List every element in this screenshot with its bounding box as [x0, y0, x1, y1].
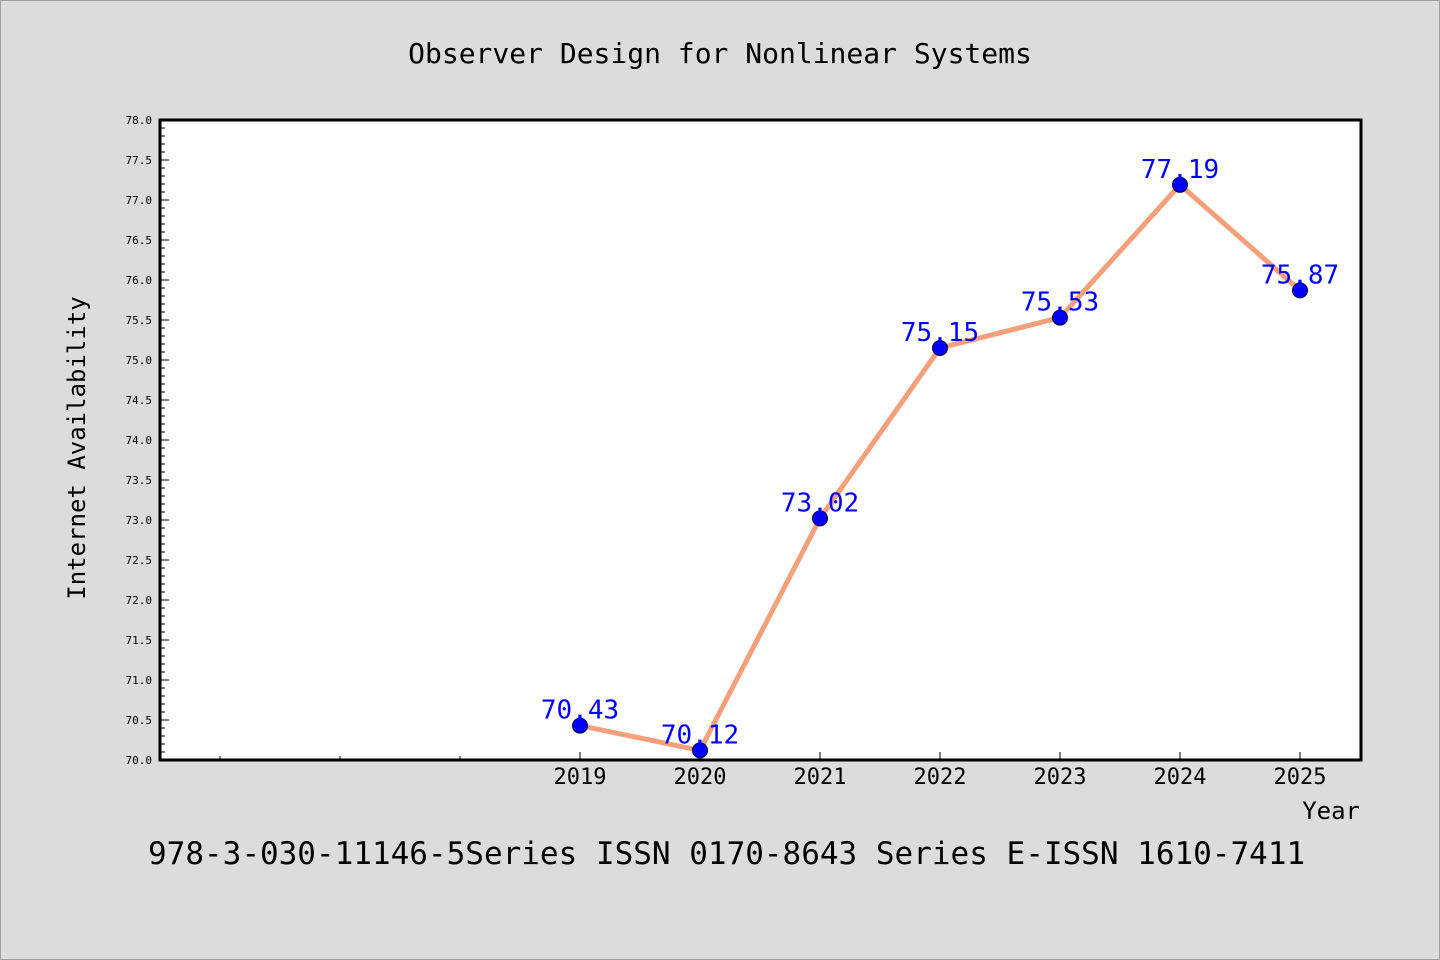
data-point — [1052, 309, 1068, 326]
plot-area — [158, 118, 1363, 762]
data-point — [812, 510, 828, 527]
x-tick-label: 2019 — [554, 765, 607, 790]
y-tick-label: 73.0 — [126, 514, 153, 527]
y-tick-label: 73.5 — [126, 474, 153, 487]
x-tick-label: 2021 — [794, 765, 847, 790]
data-point — [1292, 282, 1308, 299]
y-tick-label: 77.5 — [126, 154, 153, 167]
y-tick-label: 72.0 — [126, 594, 153, 607]
x-tick-label: 2023 — [1034, 765, 1087, 790]
data-point — [1172, 176, 1188, 193]
y-axis-ticks: 70.0 70.5 71.0 71.5 72.0 72.5 73.0 73.5 74.0 74.5… — [126, 114, 169, 767]
data-point — [932, 340, 948, 356]
x-tick-label: 2022 — [914, 765, 967, 790]
y-tick-label: 70.5 — [126, 714, 153, 727]
y-tick-label: 75.5 — [126, 314, 153, 327]
y-tick-label: 74.0 — [126, 434, 153, 447]
y-tick-label: 70.0 — [126, 754, 153, 767]
y-tick-label: 76.5 — [126, 234, 153, 247]
x-tick-label: 2025 — [1274, 765, 1327, 790]
data-label: 70.12 — [661, 720, 739, 750]
footer-text: 978-3-030-11146-5Series ISSN 0170-8643 S… — [148, 836, 1305, 872]
data-point — [572, 717, 588, 734]
data-label: 75.87 — [1261, 260, 1339, 290]
y-tick-label: 71.5 — [126, 634, 153, 647]
x-tick-label: 2020 — [674, 765, 727, 790]
y-tick-label: 78.0 — [126, 114, 153, 127]
data-label: 70.43 — [541, 696, 619, 726]
y-tick-label: 76.0 — [126, 274, 153, 287]
y-tick-label: 75.0 — [126, 354, 153, 367]
y-axis-label: Internet Availability — [63, 296, 91, 599]
y-tick-label: 72.5 — [126, 554, 153, 567]
y-tick-label: 77.0 — [126, 194, 153, 207]
y-tick-label: 71.0 — [126, 674, 153, 687]
series-group: 70.43 70.12 73.02 75.15 75.53 77.19 75.87 — [541, 155, 1339, 759]
chart-title: Observer Design for Nonlinear Systems — [408, 37, 1032, 70]
data-label: 77.19 — [1141, 155, 1219, 185]
x-axis-ticks: 2019 2020 2021 2022 2023 2024 2025 — [219, 752, 1327, 790]
data-label: 73.02 — [781, 488, 859, 518]
data-label: 75.15 — [901, 318, 979, 348]
data-label: 75.53 — [1021, 288, 1099, 318]
data-point — [692, 742, 708, 759]
x-axis-label: Year — [1302, 797, 1360, 825]
y-tick-label: 74.5 — [126, 394, 153, 407]
x-tick-label: 2024 — [1154, 765, 1207, 790]
